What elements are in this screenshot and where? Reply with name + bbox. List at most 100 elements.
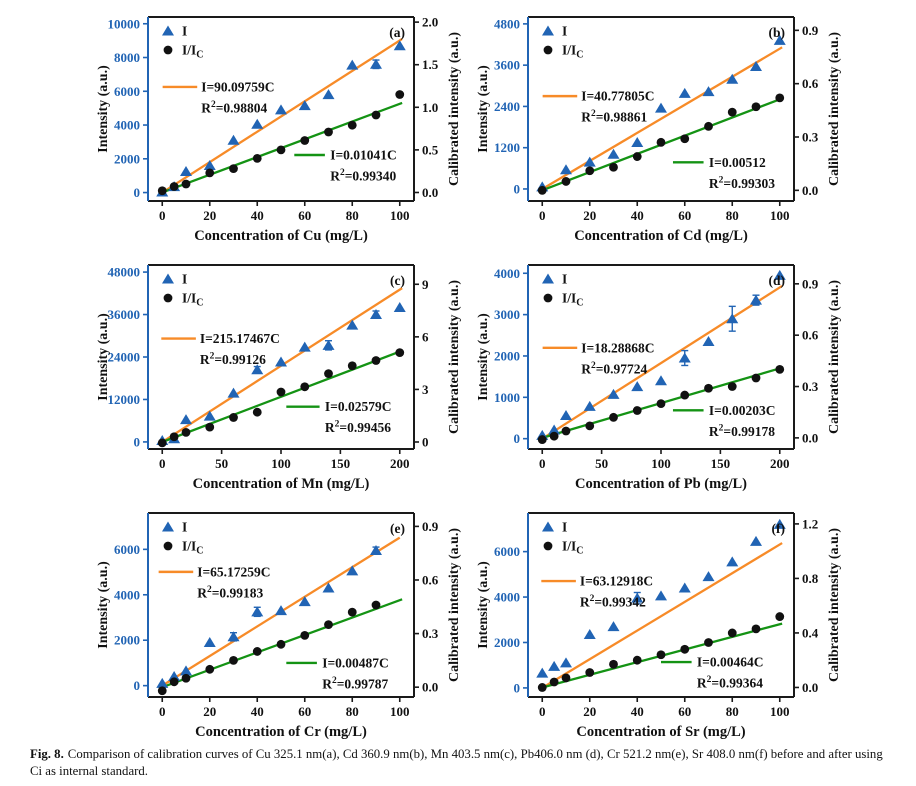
left-y-axis-title: Intensity (a.u.): [476, 313, 491, 401]
circle-marker: [680, 390, 690, 400]
calibration-chart-cr: 0 20 40 60 80 100 Concentration of Cr (mg/L) 0 2…: [96, 512, 462, 740]
circle-marker: [371, 110, 381, 120]
triangle-marker: [322, 89, 335, 100]
right-tick-label: 0.6: [802, 76, 819, 91]
right-tick-label: 0: [422, 434, 429, 449]
circle-marker: [680, 644, 690, 654]
left-tick-label: 4000: [494, 590, 520, 605]
fit-r-squared: R2=0.98861: [581, 109, 647, 125]
triangle-marker: [156, 677, 169, 688]
circle-marker: [169, 182, 179, 191]
triangle-marker: [370, 544, 382, 555]
triangle-marker: [773, 269, 786, 280]
left-tick-label: 2400: [494, 99, 520, 114]
triangle-marker: [203, 410, 216, 421]
calibrated-series: [157, 600, 381, 696]
equation-green: I=0.00512 R2=0.99303: [672, 155, 775, 191]
legend-triangle-marker: [162, 273, 174, 284]
triangle-marker: [548, 424, 561, 435]
triangle-marker: [583, 629, 596, 640]
fit-equation: I=0.01041C: [330, 148, 397, 163]
circle-marker: [609, 659, 618, 669]
circle-marker: [609, 162, 618, 172]
x-axis-title: Concentration of Cr (mg/L): [195, 724, 367, 740]
circle-marker: [169, 677, 179, 687]
right-y-axis-title: Calibrated intensity (a.u.): [447, 280, 462, 434]
circle-marker: [751, 102, 761, 112]
left-y-axis: 0 12000 24000 36000 48000 Intensity (a.u.): [96, 265, 148, 449]
circle-marker: [395, 90, 405, 99]
circle-marker: [205, 664, 215, 674]
legend-label-calibrated: I/IC: [182, 539, 204, 557]
fit-r-squared: R2=0.97724: [581, 361, 647, 377]
right-tick-label: 0.4: [802, 625, 819, 640]
x-tick-label: 0: [539, 208, 546, 223]
x-tick-label: 20: [203, 704, 216, 719]
triangle-marker: [227, 631, 240, 642]
triangle-marker: [678, 352, 691, 363]
x-tick-label: 0: [539, 456, 546, 471]
panel-letter: (e): [390, 521, 405, 536]
triangle-marker: [726, 556, 739, 567]
x-tick-label: 60: [298, 704, 311, 719]
triangle-marker: [168, 671, 181, 682]
legend-circle-marker: [543, 293, 553, 303]
left-tick-label: 4000: [114, 118, 140, 133]
left-tick-label: 0: [134, 185, 141, 200]
circle-marker: [704, 638, 713, 647]
circle-marker: [205, 422, 215, 432]
right-y-axis: 0.0 0.3 0.6 0.9 Calibrated intensity (a.u.): [794, 23, 842, 198]
triangle-marker: [655, 375, 667, 386]
panel-grid: 0 20 40 60 80 100 Concentration of Cu (mg/L) 0 2…: [92, 8, 848, 746]
fit-equation: I=18.28868C: [581, 340, 654, 355]
circle-marker: [561, 426, 571, 436]
right-y-axis-title: Calibrated intensity (a.u.): [827, 280, 842, 434]
circle-marker: [252, 407, 262, 417]
circle-marker: [656, 650, 666, 660]
x-tick-label: 200: [390, 456, 410, 471]
x-tick-label: 100: [390, 704, 410, 719]
left-tick-label: 2000: [494, 635, 520, 650]
calibrated-series: [157, 348, 405, 448]
fit-equation: I=65.17259C: [197, 564, 270, 579]
fit-r-squared: R2=0.99456: [325, 420, 391, 436]
triangle-marker: [773, 518, 786, 529]
equation-green: I=0.02579C R2=0.99456: [286, 399, 391, 435]
x-tick-label: 60: [678, 208, 691, 223]
left-tick-label: 0: [514, 680, 521, 695]
left-tick-label: 3600: [494, 58, 520, 73]
calibration-chart-cu: 0 20 40 60 80 100 Concentration of Cu (mg/L) 0 2…: [96, 15, 462, 244]
panel-sr: 0 20 40 60 80 100 Concentration of Sr (mg/L) 0 2…: [472, 504, 848, 746]
right-y-axis: 0 3 6 9 Calibrated intensity (a.u.): [414, 277, 462, 449]
panel-letter: (b): [769, 25, 786, 40]
panel-letter: (d): [769, 273, 786, 288]
triangle-marker: [702, 86, 715, 97]
calibrated-series: [537, 93, 785, 195]
circle-marker: [347, 120, 357, 130]
legend-label-intensity: I: [182, 272, 187, 287]
circle-marker: [181, 179, 191, 189]
panel-cd: 0 20 40 60 80 100 Concentration of Cd (mg/L) 0 1…: [472, 8, 848, 250]
left-y-axis-title: Intensity (a.u.): [476, 561, 491, 649]
x-tick-label: 20: [203, 208, 216, 223]
fit-r-squared: R2=0.99342: [580, 594, 646, 610]
x-tick-label: 80: [726, 704, 739, 719]
circle-marker: [537, 435, 547, 444]
x-tick-label: 40: [631, 208, 644, 223]
right-tick-label: 0.0: [802, 680, 818, 695]
circle-marker: [632, 152, 642, 161]
triangle-marker: [180, 165, 192, 176]
circle-marker: [276, 145, 286, 155]
left-tick-label: 48000: [108, 265, 141, 280]
legend-label-calibrated: I/IC: [562, 43, 584, 61]
triangle-marker: [607, 388, 620, 399]
x-tick-label: 150: [331, 456, 351, 471]
orange-fit-line: [541, 542, 783, 689]
fit-r-squared: R2=0.99787: [322, 676, 388, 692]
right-tick-label: 0.8: [802, 571, 819, 586]
right-y-axis-title: Calibrated intensity (a.u.): [827, 528, 842, 682]
legend-circle-marker: [163, 45, 173, 55]
triangle-marker: [370, 309, 382, 320]
x-tick-label: 40: [251, 208, 264, 223]
